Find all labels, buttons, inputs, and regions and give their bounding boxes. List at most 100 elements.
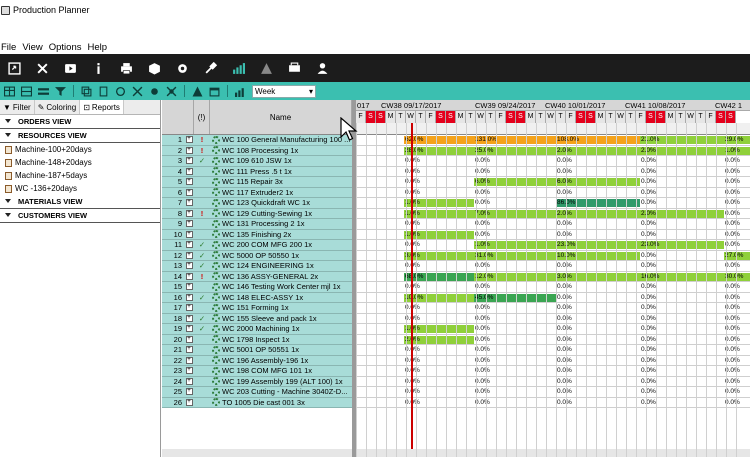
panel-splitter[interactable]	[352, 100, 356, 457]
table-row[interactable]: 14 +! WC 136 ASSY-GENERAL 2x	[162, 271, 352, 282]
resource-name-cell[interactable]: WC 2000 Machining 1x	[210, 324, 352, 334]
capacity-cell[interactable]: 0.0%	[474, 188, 556, 197]
menu-view[interactable]: View	[22, 41, 43, 53]
table-row[interactable]: 21 + WC 5001 OP 50551 1x	[162, 345, 352, 356]
expand-toggle[interactable]: +	[184, 272, 194, 282]
report-item[interactable]: Machine-100+20days	[0, 143, 160, 156]
capacity-cell[interactable]: 3.0%	[556, 272, 640, 281]
resource-name-cell[interactable]: WC 135 Finishing 2x	[210, 230, 352, 240]
resource-name-cell[interactable]: WC 136 ASSY-GENERAL 2x	[210, 272, 352, 282]
capacity-cell[interactable]: 0.0%	[724, 367, 750, 375]
capacity-cell[interactable]: 0.0%	[640, 251, 724, 260]
copy-button[interactable]	[79, 84, 94, 99]
unplan-button[interactable]	[164, 84, 179, 99]
resource-name-cell[interactable]: WC 198 COM MFG 101 1x	[210, 366, 352, 376]
expand-toggle[interactable]: +	[184, 198, 194, 208]
capacity-cell[interactable]: 30.0%	[724, 272, 750, 281]
capacity-cell[interactable]: 0.0%	[724, 325, 750, 333]
capacity-cell[interactable]: 2.0%	[404, 335, 474, 344]
table-row[interactable]: 5 + WC 115 Repair 3x	[162, 177, 352, 188]
capacity-cell[interactable]: 0.0%	[556, 262, 640, 270]
table-row[interactable]: 24 + WC 199 Assembly 199 (ALT 100) 1x	[162, 376, 352, 387]
capacity-cell[interactable]: 0.0%	[556, 230, 640, 239]
capacity-cell[interactable]: 0.0%	[724, 283, 750, 291]
table-row[interactable]: 10 + WC 135 Finishing 2x	[162, 229, 352, 240]
capacity-cell[interactable]: 0.0%	[474, 262, 556, 270]
capacity-cell[interactable]: 0.0%	[556, 293, 640, 302]
capacity-cell[interactable]: 0.0%	[474, 230, 556, 239]
capacity-cell[interactable]: 0.0%	[724, 377, 750, 386]
resource-name-cell[interactable]: WC 100 General Manufacturing 100 ...	[210, 135, 352, 145]
save-button[interactable]	[0, 54, 28, 82]
capacity-cell[interactable]: 0.0%	[724, 293, 750, 302]
capacity-cell[interactable]: 28.0%	[404, 146, 474, 155]
resource-name-cell[interactable]: WC 200 COM MFG 200 1x	[210, 240, 352, 250]
capacity-cell[interactable]: 0.0%	[474, 167, 556, 176]
capacity-cell[interactable]: 0.0%	[556, 188, 640, 197]
capacity-cell[interactable]: 0.0%	[404, 283, 474, 291]
print-button[interactable]	[112, 54, 140, 82]
capacity-cell[interactable]: 6.0%	[474, 178, 556, 186]
capacity-cell[interactable]: 3.0%	[404, 251, 474, 260]
resource-name-cell[interactable]: WC 5001 OP 50551 1x	[210, 345, 352, 355]
expand-toggle[interactable]: +	[184, 209, 194, 219]
capacity-cell[interactable]: 27.0%	[724, 251, 750, 260]
capacity-cell[interactable]: 0.0%	[724, 262, 750, 270]
capacity-cell[interactable]: 0.0%	[556, 167, 640, 176]
section-header[interactable]: ORDERS VIEW	[0, 115, 160, 129]
capacity-cell[interactable]: 0.0%	[724, 209, 750, 218]
replan-button[interactable]	[147, 84, 162, 99]
capacity-cell[interactable]: 0.0%	[474, 220, 556, 228]
expand-toggle[interactable]: +	[184, 167, 194, 177]
header-flag[interactable]: (!)	[194, 100, 210, 134]
expand-toggle[interactable]: +	[184, 324, 194, 334]
capacity-cell[interactable]: 1.0%	[724, 146, 750, 155]
resource-name-cell[interactable]: WC 1798 Inspect 1x	[210, 335, 352, 345]
capacity-cell[interactable]: 23.0%	[640, 241, 724, 249]
capacity-cell[interactable]: 7.0%	[474, 209, 556, 218]
capacity-cell[interactable]: 0.0%	[724, 356, 750, 365]
expand-toggle[interactable]: +	[184, 219, 194, 229]
capacity-cell[interactable]: 0.0%	[724, 398, 750, 407]
capacity-cell[interactable]: 0.0%	[640, 178, 724, 186]
expand-toggle[interactable]: +	[184, 356, 194, 366]
capacity-cell[interactable]: 0.0%	[724, 178, 750, 186]
report-item[interactable]: WC -136+20days	[0, 182, 160, 195]
menu-help[interactable]: Help	[87, 41, 108, 53]
table-view-button[interactable]	[2, 84, 17, 99]
capacity-cell[interactable]: 0.0%	[724, 199, 750, 207]
expand-toggle[interactable]: +	[184, 387, 194, 397]
capacity-cell[interactable]: 0.0%	[404, 388, 474, 396]
chart-button[interactable]	[224, 54, 252, 82]
capacity-cell[interactable]: 0.0%	[404, 356, 474, 365]
resource-name-cell[interactable]: WC 151 Forming 1x	[210, 303, 352, 313]
capacity-cell[interactable]: 0.0%	[556, 335, 640, 344]
resource-name-cell[interactable]: WC 109 610 JSW 1x	[210, 156, 352, 166]
capacity-cell[interactable]: 0.0%	[640, 230, 724, 239]
table-row[interactable]: 13 + ✓ WC 124 ENGINEERING 1x	[162, 261, 352, 272]
capacity-cell[interactable]: 0.0%	[404, 262, 474, 270]
close-button[interactable]	[28, 54, 56, 82]
capacity-cell[interactable]: 0.0%	[404, 241, 474, 249]
expand-toggle[interactable]: +	[184, 146, 194, 156]
capacity-cell[interactable]: 0.0%	[640, 335, 724, 344]
capacity-cell[interactable]: 0.0%	[404, 377, 474, 386]
capacity-cell[interactable]: 0.0%	[556, 314, 640, 323]
capacity-cell[interactable]: 1.0%	[404, 199, 474, 207]
header-name[interactable]: Name	[210, 100, 352, 134]
capacity-cell[interactable]: 0.0%	[556, 367, 640, 375]
table-row[interactable]: 1 +! WC 100 General Manufacturing 100 ...	[162, 135, 352, 146]
capacity-cell[interactable]: 0.0%	[474, 346, 556, 354]
resource-name-cell[interactable]: WC 146 Testing Work Center mjl 1x	[210, 282, 352, 292]
capacity-cell[interactable]: 0.0%	[640, 377, 724, 386]
tab-reports[interactable]: ⊡ Reports	[80, 100, 124, 114]
capacity-cell[interactable]: 0.0%	[724, 388, 750, 396]
capacity-cell[interactable]: 31.0%	[474, 251, 556, 260]
section-header[interactable]: RESOURCES VIEW	[0, 129, 160, 143]
table-row[interactable]: 26 + TO 1005 Die cast 001 3x	[162, 397, 352, 408]
capacity-cell[interactable]: 45.0%	[474, 293, 556, 302]
expand-toggle[interactable]: +	[184, 251, 194, 261]
paste-button[interactable]	[96, 84, 111, 99]
table-row[interactable]: 25 + WC 203 Cutting - Machine 3040Z-D...	[162, 387, 352, 398]
list-view-button[interactable]	[36, 84, 51, 99]
